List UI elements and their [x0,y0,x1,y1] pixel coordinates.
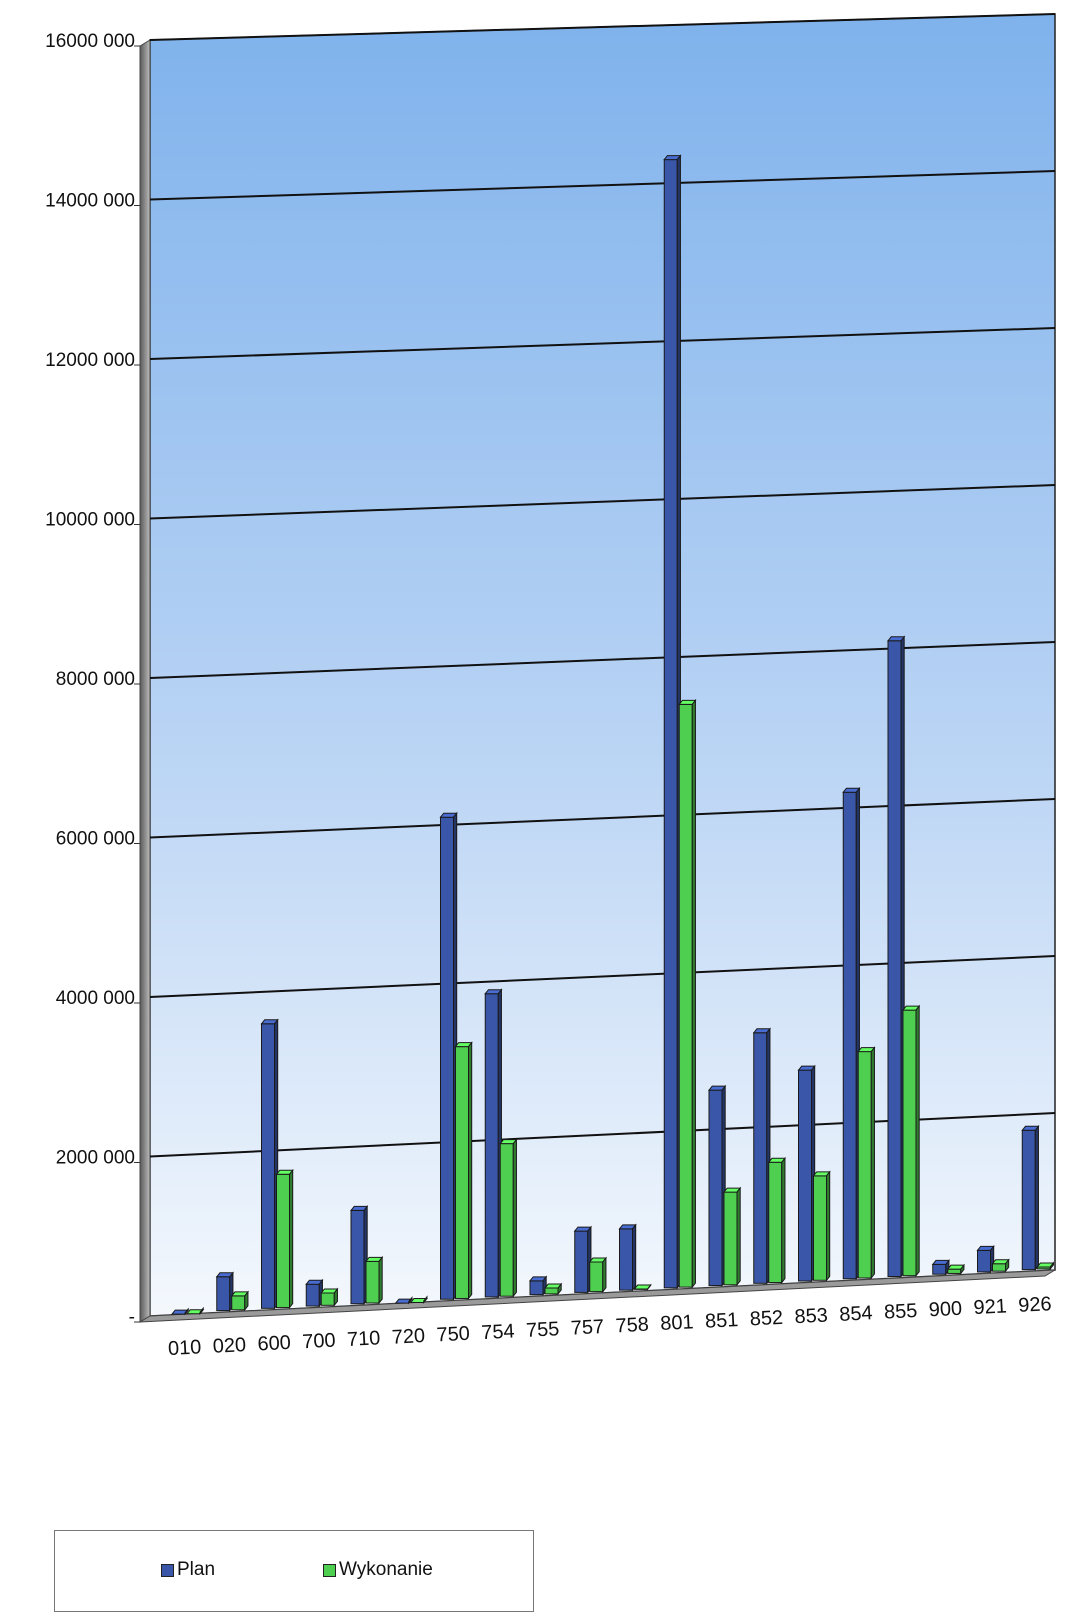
bar-wykonanie-755 [543,1282,563,1296]
legend-item-wykonanie: Wykonanie [323,1559,433,1581]
y-tick-label: 2000 000 [56,1148,135,1169]
y-tick-label: 4000 000 [56,988,135,1009]
bar-plan-854 [842,786,861,1281]
bar-plan-801 [663,154,682,1290]
x-tick-label: 801 [660,1311,694,1335]
bar-wykonanie-801 [678,698,697,1289]
bar-plan-755 [528,1275,548,1297]
bar-wykonanie-700 [320,1287,339,1307]
x-tick-label: 757 [570,1316,604,1340]
bar-wykonanie-750 [454,1041,473,1300]
bar-plan-010 [170,1307,190,1316]
x-tick-label: 710 [346,1327,380,1351]
x-tick-label: 750 [436,1323,470,1347]
x-tick-label: 921 [973,1295,1007,1319]
x-tick-label: 852 [749,1307,783,1331]
bar-wykonanie-020 [230,1290,249,1312]
bar-plan-921 [976,1244,995,1274]
floor [139,1269,1056,1323]
bar-wykonanie-853 [812,1170,831,1282]
bar-wykonanie-854 [857,1046,876,1280]
x-tick-label: 855 [883,1300,917,1324]
y-tick-label: 16000 000 [45,31,135,52]
bar-wykonanie-852 [767,1156,786,1284]
legend: Plan Wykonanie [54,1530,534,1612]
bar-wykonanie-757 [588,1256,607,1294]
x-tick-label: 926 [1018,1293,1052,1317]
gridline [149,484,1056,520]
legend-item-plan: Plan [161,1559,215,1581]
y-tick-label: - [129,1307,135,1328]
x-tick-label: 755 [525,1318,559,1342]
bar-wykonanie-926 [1036,1261,1055,1271]
x-tick-label: 600 [257,1332,291,1356]
bars [170,154,1055,1316]
bar-wykonanie-600 [275,1168,294,1309]
bar-plan-853 [797,1064,816,1283]
bar-plan-926 [1021,1124,1040,1272]
gridline [149,13,1056,41]
plot-area [139,13,1056,1323]
y-tick-label: 10000 000 [45,510,135,531]
bar-plan-710 [349,1204,369,1306]
bar-wykonanie-851 [722,1186,742,1287]
x-tick-label: 851 [704,1309,738,1333]
bar-wykonanie-720 [409,1295,428,1304]
bar-plan-900 [931,1258,950,1276]
x-tick-label: 020 [212,1334,246,1358]
bar-plan-855 [886,635,906,1278]
bar-plan-757 [573,1225,592,1294]
gridline [149,327,1056,360]
gridline [149,170,1056,201]
y-tick-label: 6000 000 [56,829,135,850]
bar-plan-600 [260,1018,279,1310]
legend-label-plan: Plan [177,1559,216,1580]
x-tick-label: 758 [615,1314,649,1338]
bar-plan-750 [439,811,458,1301]
y-axis: - 2000 000 4000 000 6000 000 8000 000 10000 0… [45,31,140,1328]
bar-wykonanie-710 [364,1255,384,1305]
bar-wykonanie-754 [499,1138,518,1298]
bar-wykonanie-900 [946,1263,965,1275]
bar-plan-720 [394,1296,413,1305]
y-tick-label: 8000 000 [56,669,135,690]
bar-wykonanie-010 [185,1306,205,1316]
bar-wykonanie-758 [633,1283,652,1291]
bar-wykonanie-921 [991,1258,1010,1273]
x-tick-label: 853 [794,1305,828,1329]
bar-plan-851 [707,1084,727,1288]
bar-plan-852 [752,1027,771,1285]
bar-plan-758 [618,1223,637,1292]
bar-plan-020 [215,1271,234,1313]
legend-swatch-wykonanie [323,1563,336,1577]
legend-swatch-plan [161,1563,174,1577]
x-tick-label: 900 [928,1298,962,1322]
bar-plan-754 [484,988,503,1299]
side-wall [139,39,151,1323]
x-axis: 010 020 600 700 710 720 750 754 755 757 758 801 851 8… [167,1293,1052,1360]
y-tick-label: 12000 000 [45,350,135,371]
x-tick-label: 010 [167,1336,201,1360]
bar-plan-700 [305,1278,324,1308]
y-tick-label: 14000 000 [45,191,135,212]
legend-label-wykonanie: Wykonanie [339,1559,433,1580]
x-tick-label: 700 [302,1330,336,1354]
x-tick-label: 720 [391,1325,425,1349]
x-tick-label: 854 [839,1302,873,1326]
x-tick-label: 754 [481,1320,515,1344]
bar-wykonanie-855 [901,1004,921,1278]
